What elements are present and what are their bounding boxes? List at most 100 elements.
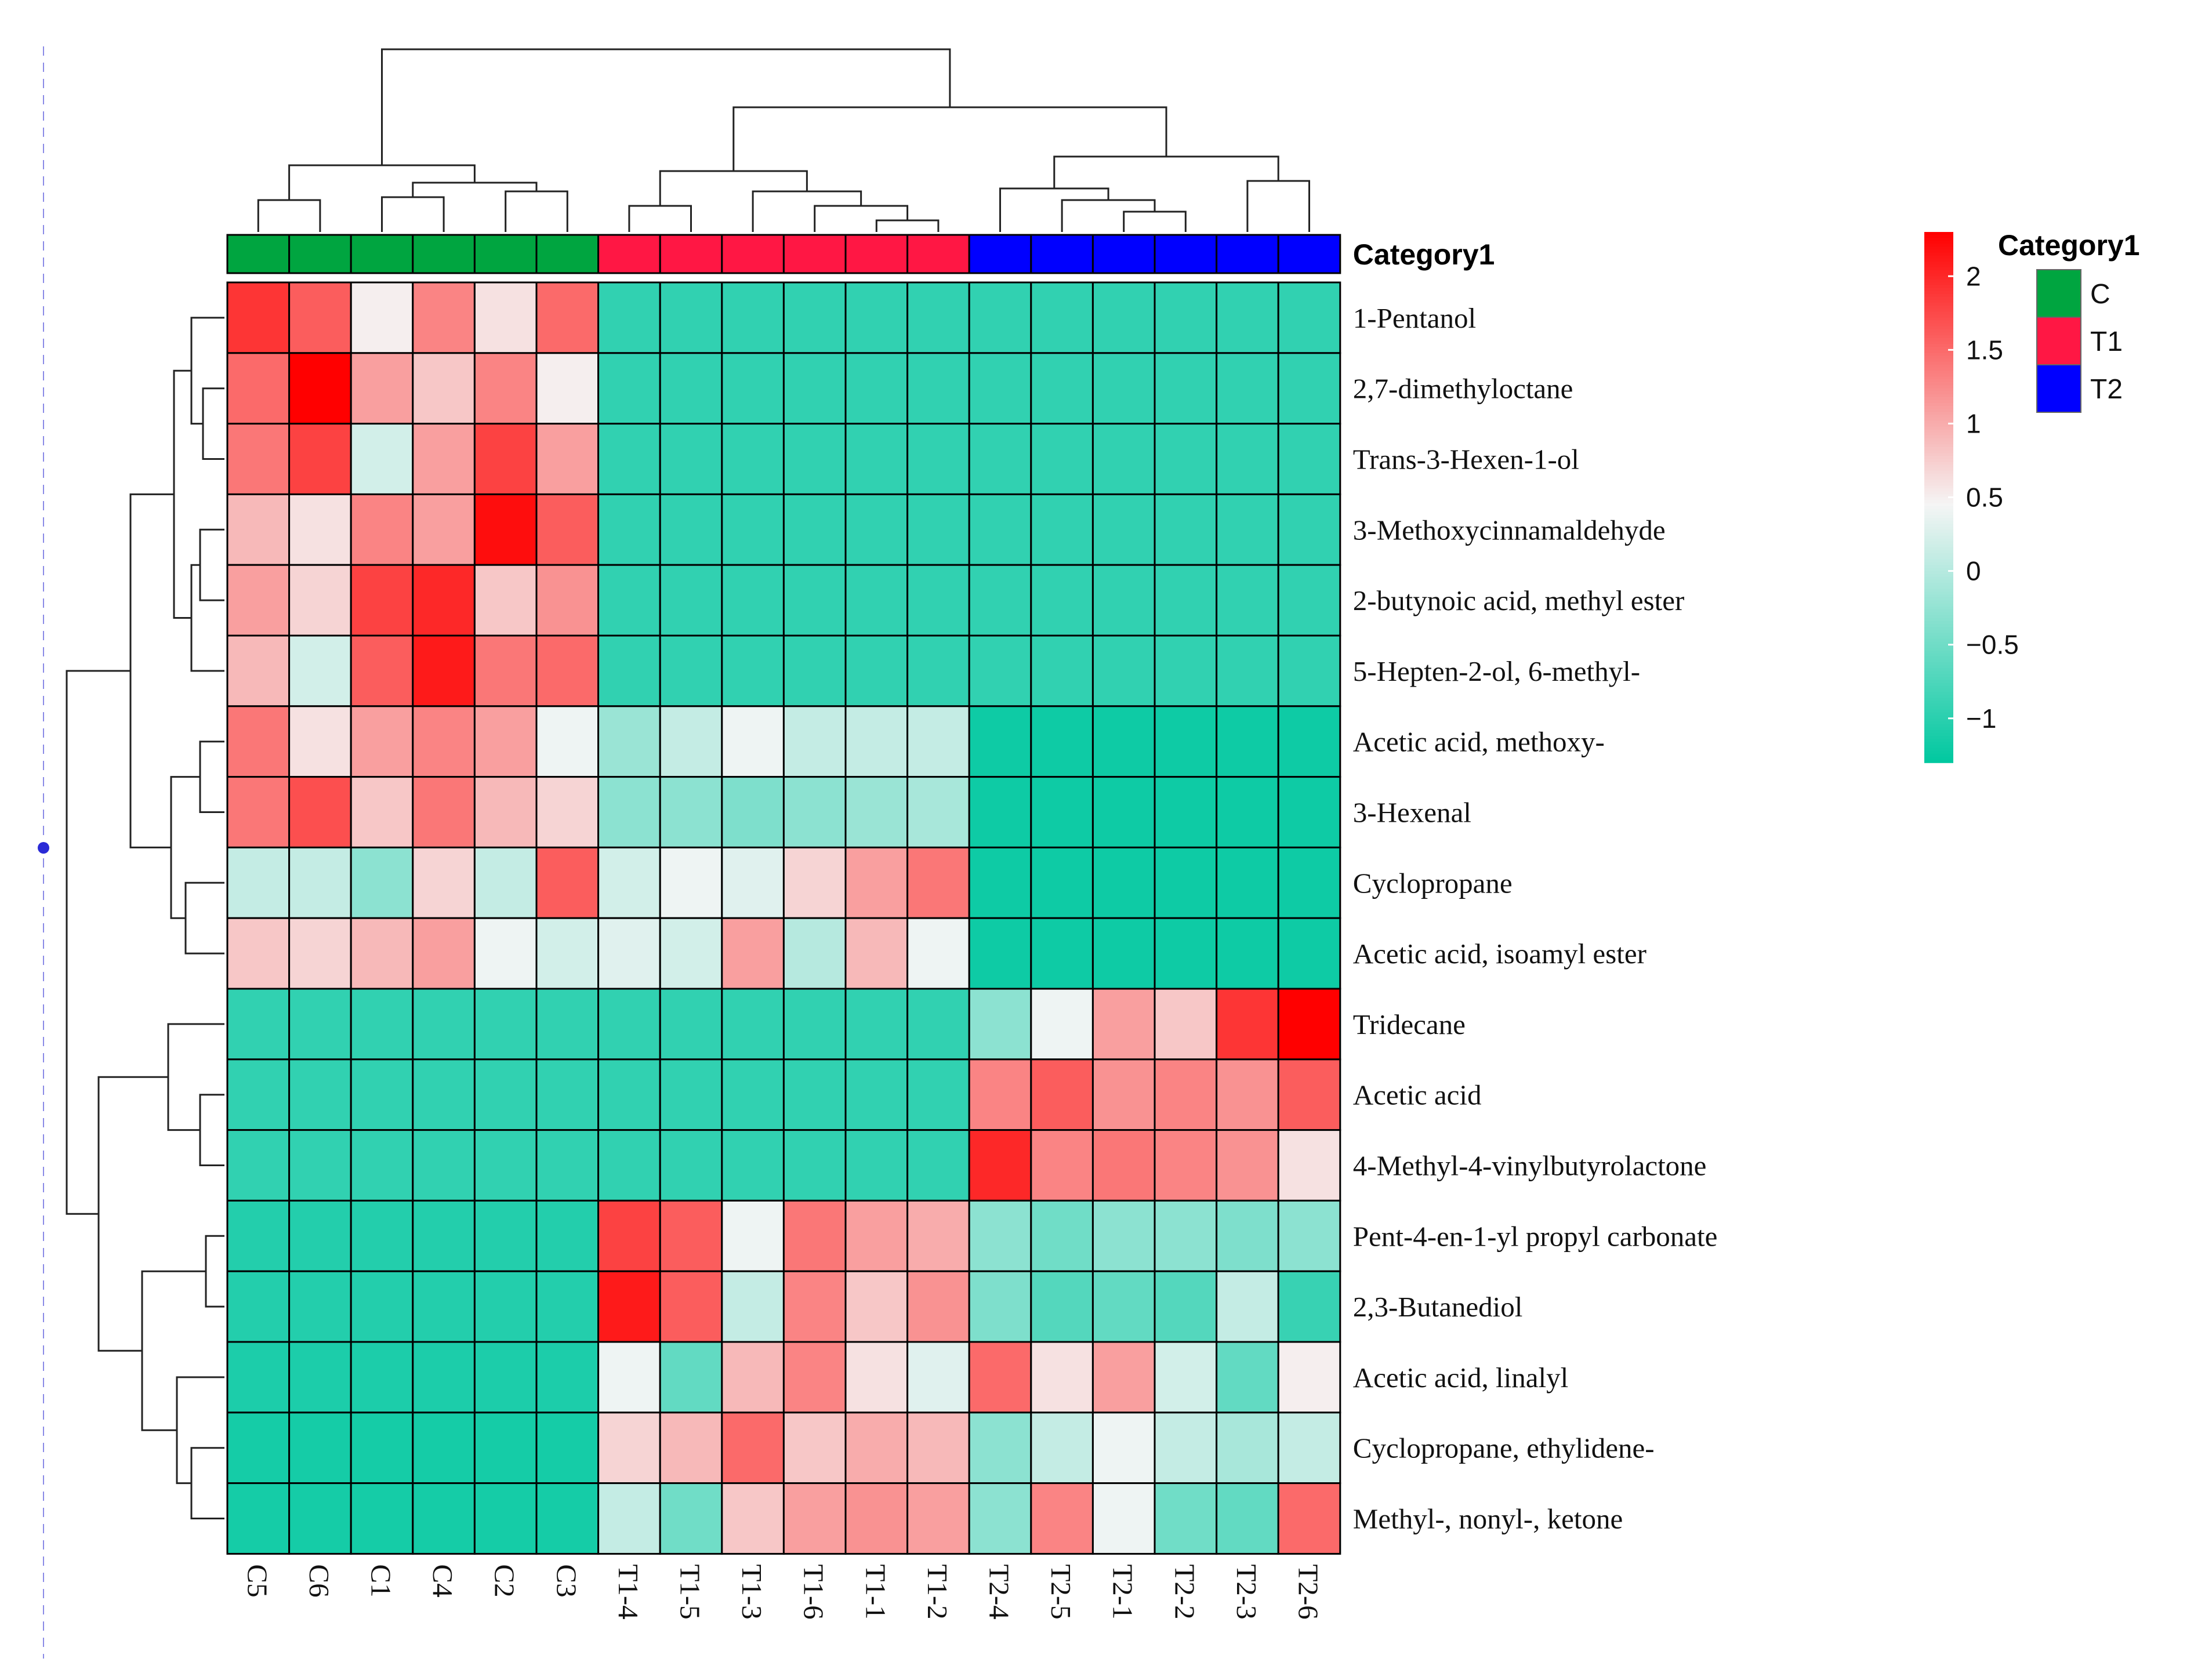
colorbar-band [1924,420,1953,424]
heatmap-cell [844,846,909,919]
colorbar-band [1924,288,1953,292]
heatmap-cell [226,1199,291,1272]
heatmap-cell [473,846,538,919]
dendrogram-branch [202,387,224,460]
heatmap-cell [1277,1412,1341,1485]
colorbar-band [1924,246,1953,251]
colorbar-band [1924,332,1953,336]
heatmap-cell [1154,1058,1218,1131]
colorbar-band [1924,748,1953,752]
colorbar-band [1924,402,1953,407]
colorbar-band [1924,249,1953,253]
heatmap-cell [226,1058,291,1131]
heatmap-cell [412,776,476,848]
dendrogram-branch [184,881,224,955]
heatmap-cell [659,1412,723,1485]
heatmap-cell [473,423,538,495]
row-label: Acetic acid [1353,1079,1482,1111]
heatmap-cell [288,1270,352,1343]
heatmap-cell [844,1341,909,1414]
heatmap-cell [1030,1341,1094,1414]
heatmap-cell [535,705,600,778]
colorbar-band [1924,668,1953,672]
heatmap-cell [350,917,414,990]
heatmap-cell [1216,352,1279,425]
annotation-cell [597,234,661,274]
colorbar-band [1924,756,1953,760]
colorbar-band [1924,350,1953,354]
heatmap-cell [1277,1482,1341,1555]
dendrogram-branch [505,190,568,232]
heatmap-cell [782,1270,847,1343]
heatmap-cell [906,1341,970,1414]
heatmap-cell [844,352,909,425]
heatmap-cell [1277,917,1341,990]
heatmap-cell [1091,493,1156,566]
column-label: T2-4 [984,1564,1016,1619]
heatmap-cell [1091,988,1156,1061]
colorbar-band [1924,606,1953,610]
heatmap-cell [968,634,1032,707]
column-label: C3 [550,1564,582,1597]
heatmap-cell [1277,988,1341,1061]
colorbar-band [1924,335,1953,339]
heatmap-cell [721,1199,785,1272]
heatmap-cell [412,1341,476,1414]
colorbar-band [1924,589,1953,592]
heatmap-cell [412,634,476,707]
heatmap-cell [1091,1341,1156,1414]
heatmap-cell [350,1058,414,1131]
heatmap-cell [1030,493,1094,566]
heatmap-cell [1091,634,1156,707]
colorbar-band [1924,438,1953,442]
colorbar-band [1924,441,1953,445]
heatmap-cell [350,281,414,354]
colorbar-band [1924,329,1953,333]
colorbar-band [1924,376,1953,380]
heatmap-cell [968,1129,1032,1202]
heatmap-cell [473,1412,538,1485]
heatmap-cell [1091,1270,1156,1343]
colorbar-band [1924,724,1953,728]
colorbar-band [1924,671,1953,675]
heatmap-cell [721,493,785,566]
heatmap-cell [412,1270,476,1343]
colorbar-band [1924,636,1953,640]
colorbar-band [1924,409,1953,412]
heatmap-cell [844,1058,909,1131]
heatmap-cell [1154,423,1218,495]
column-label: T2-3 [1231,1564,1263,1619]
heatmap-cell [535,1129,600,1202]
heatmap-cell [782,564,847,637]
colorbar-band [1924,394,1953,398]
dendrogram-branch [205,1235,224,1308]
heatmap-cell [1216,634,1279,707]
dendrogram-branch [628,205,692,232]
colorbar-band [1924,379,1953,383]
colorbar-band [1924,586,1953,589]
heatmap-cell [1216,1412,1279,1485]
heatmap-cell [597,634,661,707]
colorbar-band [1924,326,1953,330]
heatmap-cell [350,1270,414,1343]
colorbar-band [1924,709,1953,713]
column-label: T2-2 [1169,1564,1201,1619]
row-label: Acetic acid, linalyl [1353,1362,1568,1394]
colorbar-band [1924,397,1953,401]
heatmap-cell [226,493,291,566]
heatmap-cell [721,1412,785,1485]
colorbar-band [1924,358,1953,362]
colorbar-band [1924,418,1953,422]
heatmap-cell [1277,493,1341,566]
heatmap-cell [659,634,723,707]
heatmap-cell [782,1129,847,1202]
heatmap-cell [659,281,723,354]
heatmap-cell [721,988,785,1061]
heatmap-cell [721,1341,785,1414]
colorbar-tick-label: 1 [1966,408,1981,438]
heatmap-cell [350,1341,414,1414]
heatmap-cell [226,634,291,707]
colorbar-band [1924,314,1953,318]
heatmap-cell [1277,1199,1341,1272]
